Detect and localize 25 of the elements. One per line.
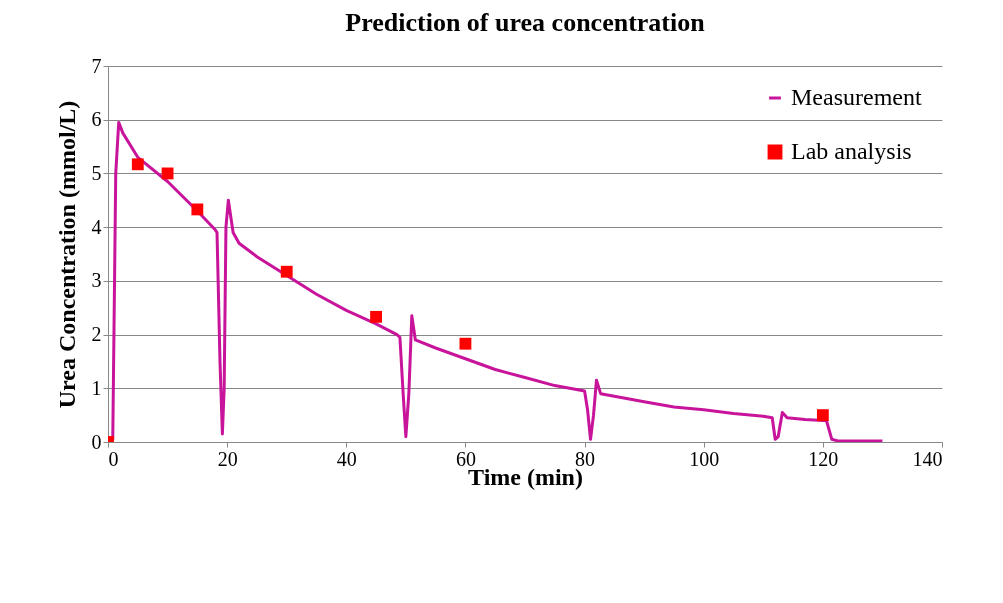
y-axis-title: Urea Concentration (mmol/L)	[53, 100, 80, 409]
x-tick-label: 100	[689, 447, 720, 470]
point	[816, 409, 829, 422]
point	[191, 203, 204, 216]
point	[459, 337, 472, 350]
point	[280, 265, 293, 278]
y-tick-label: 7	[91, 54, 102, 77]
y-tick-label: 1	[91, 376, 102, 399]
y-tick-label: 3	[91, 269, 102, 292]
point	[131, 158, 144, 171]
x-tick-label: 0	[108, 447, 119, 470]
y-tick-label: 5	[91, 161, 102, 184]
x-tick-label: 40	[336, 447, 357, 470]
y-tick-label: 0	[91, 430, 102, 453]
legend-label: Measurement	[791, 84, 922, 110]
chart-title: Prediction of urea concentration	[345, 8, 706, 37]
point	[370, 310, 382, 323]
x-tick-label: 140	[912, 447, 943, 470]
legend-label: Lab analysis	[791, 138, 912, 164]
x-tick-label: 120	[808, 447, 839, 470]
x-tick-label: 80	[575, 447, 596, 470]
y-tick-label: 2	[91, 323, 102, 346]
x-tick-label: 20	[217, 447, 238, 470]
y-tick-label: 4	[91, 215, 102, 238]
y-tick-label: 6	[91, 108, 102, 131]
